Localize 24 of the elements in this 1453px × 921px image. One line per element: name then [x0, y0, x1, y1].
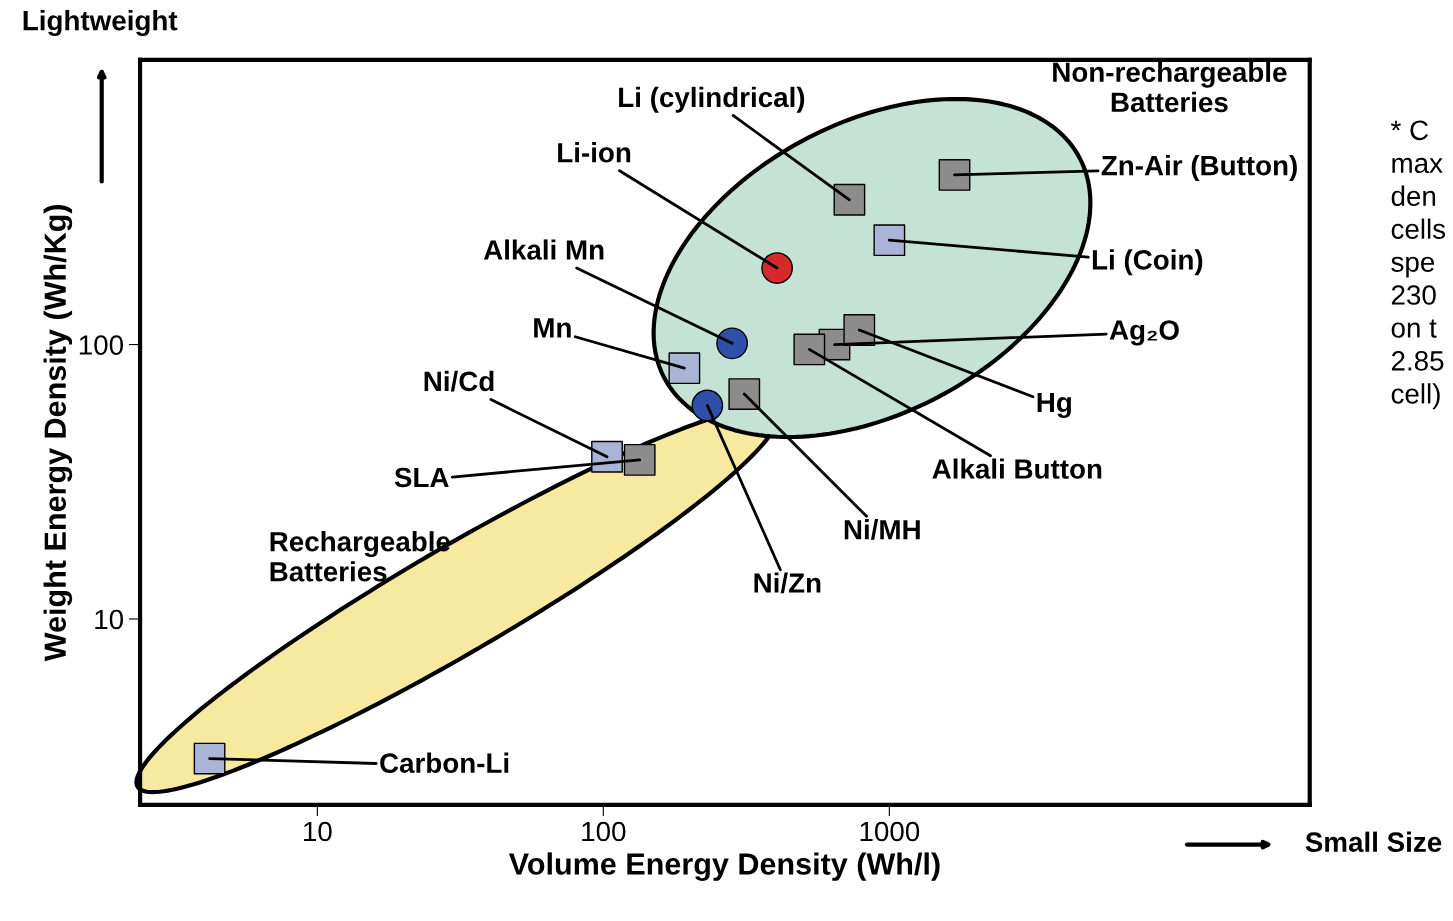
annotation: Carbon-Li [380, 752, 509, 773]
x-tick-label: 100 [582, 821, 626, 842]
annotation: Li (Coin) [1092, 249, 1203, 276]
text: * C max den cells spe 230 on t 2.85 cell) [1390, 120, 1446, 410]
text: Small Size [1305, 831, 1442, 853]
annotation: Ag₂O [1109, 320, 1179, 346]
annotation: Zn-Air (Button) [1101, 155, 1297, 181]
annotation: Alkali Mn [483, 239, 604, 260]
annotation: SLA [394, 467, 449, 488]
annotation: Non-rechargeable Batteries [1053, 61, 1287, 113]
annotation: Ni/MH [844, 519, 920, 540]
annotation: Alkali Button [932, 458, 1102, 479]
annotation: Ni/Cd [424, 370, 494, 392]
annotation: Li (cylindrical) [619, 86, 805, 113]
annotation: Rechargeable Batteries [270, 531, 450, 582]
text: Lightweight [23, 10, 178, 37]
annotation: Mn [534, 318, 571, 338]
x-tick-label: 1000 [860, 821, 920, 842]
annotation: Hg [1037, 392, 1071, 418]
y-axis-title: Weight Energy Density (Wh/Kg) [43, 205, 73, 662]
x-axis-title: Volume Energy Density (Wh/l) [508, 852, 940, 881]
x-tick-label: 10 [304, 821, 332, 842]
annotation: Ni/Zn [754, 572, 821, 594]
annotation: Li-ion [558, 142, 631, 163]
